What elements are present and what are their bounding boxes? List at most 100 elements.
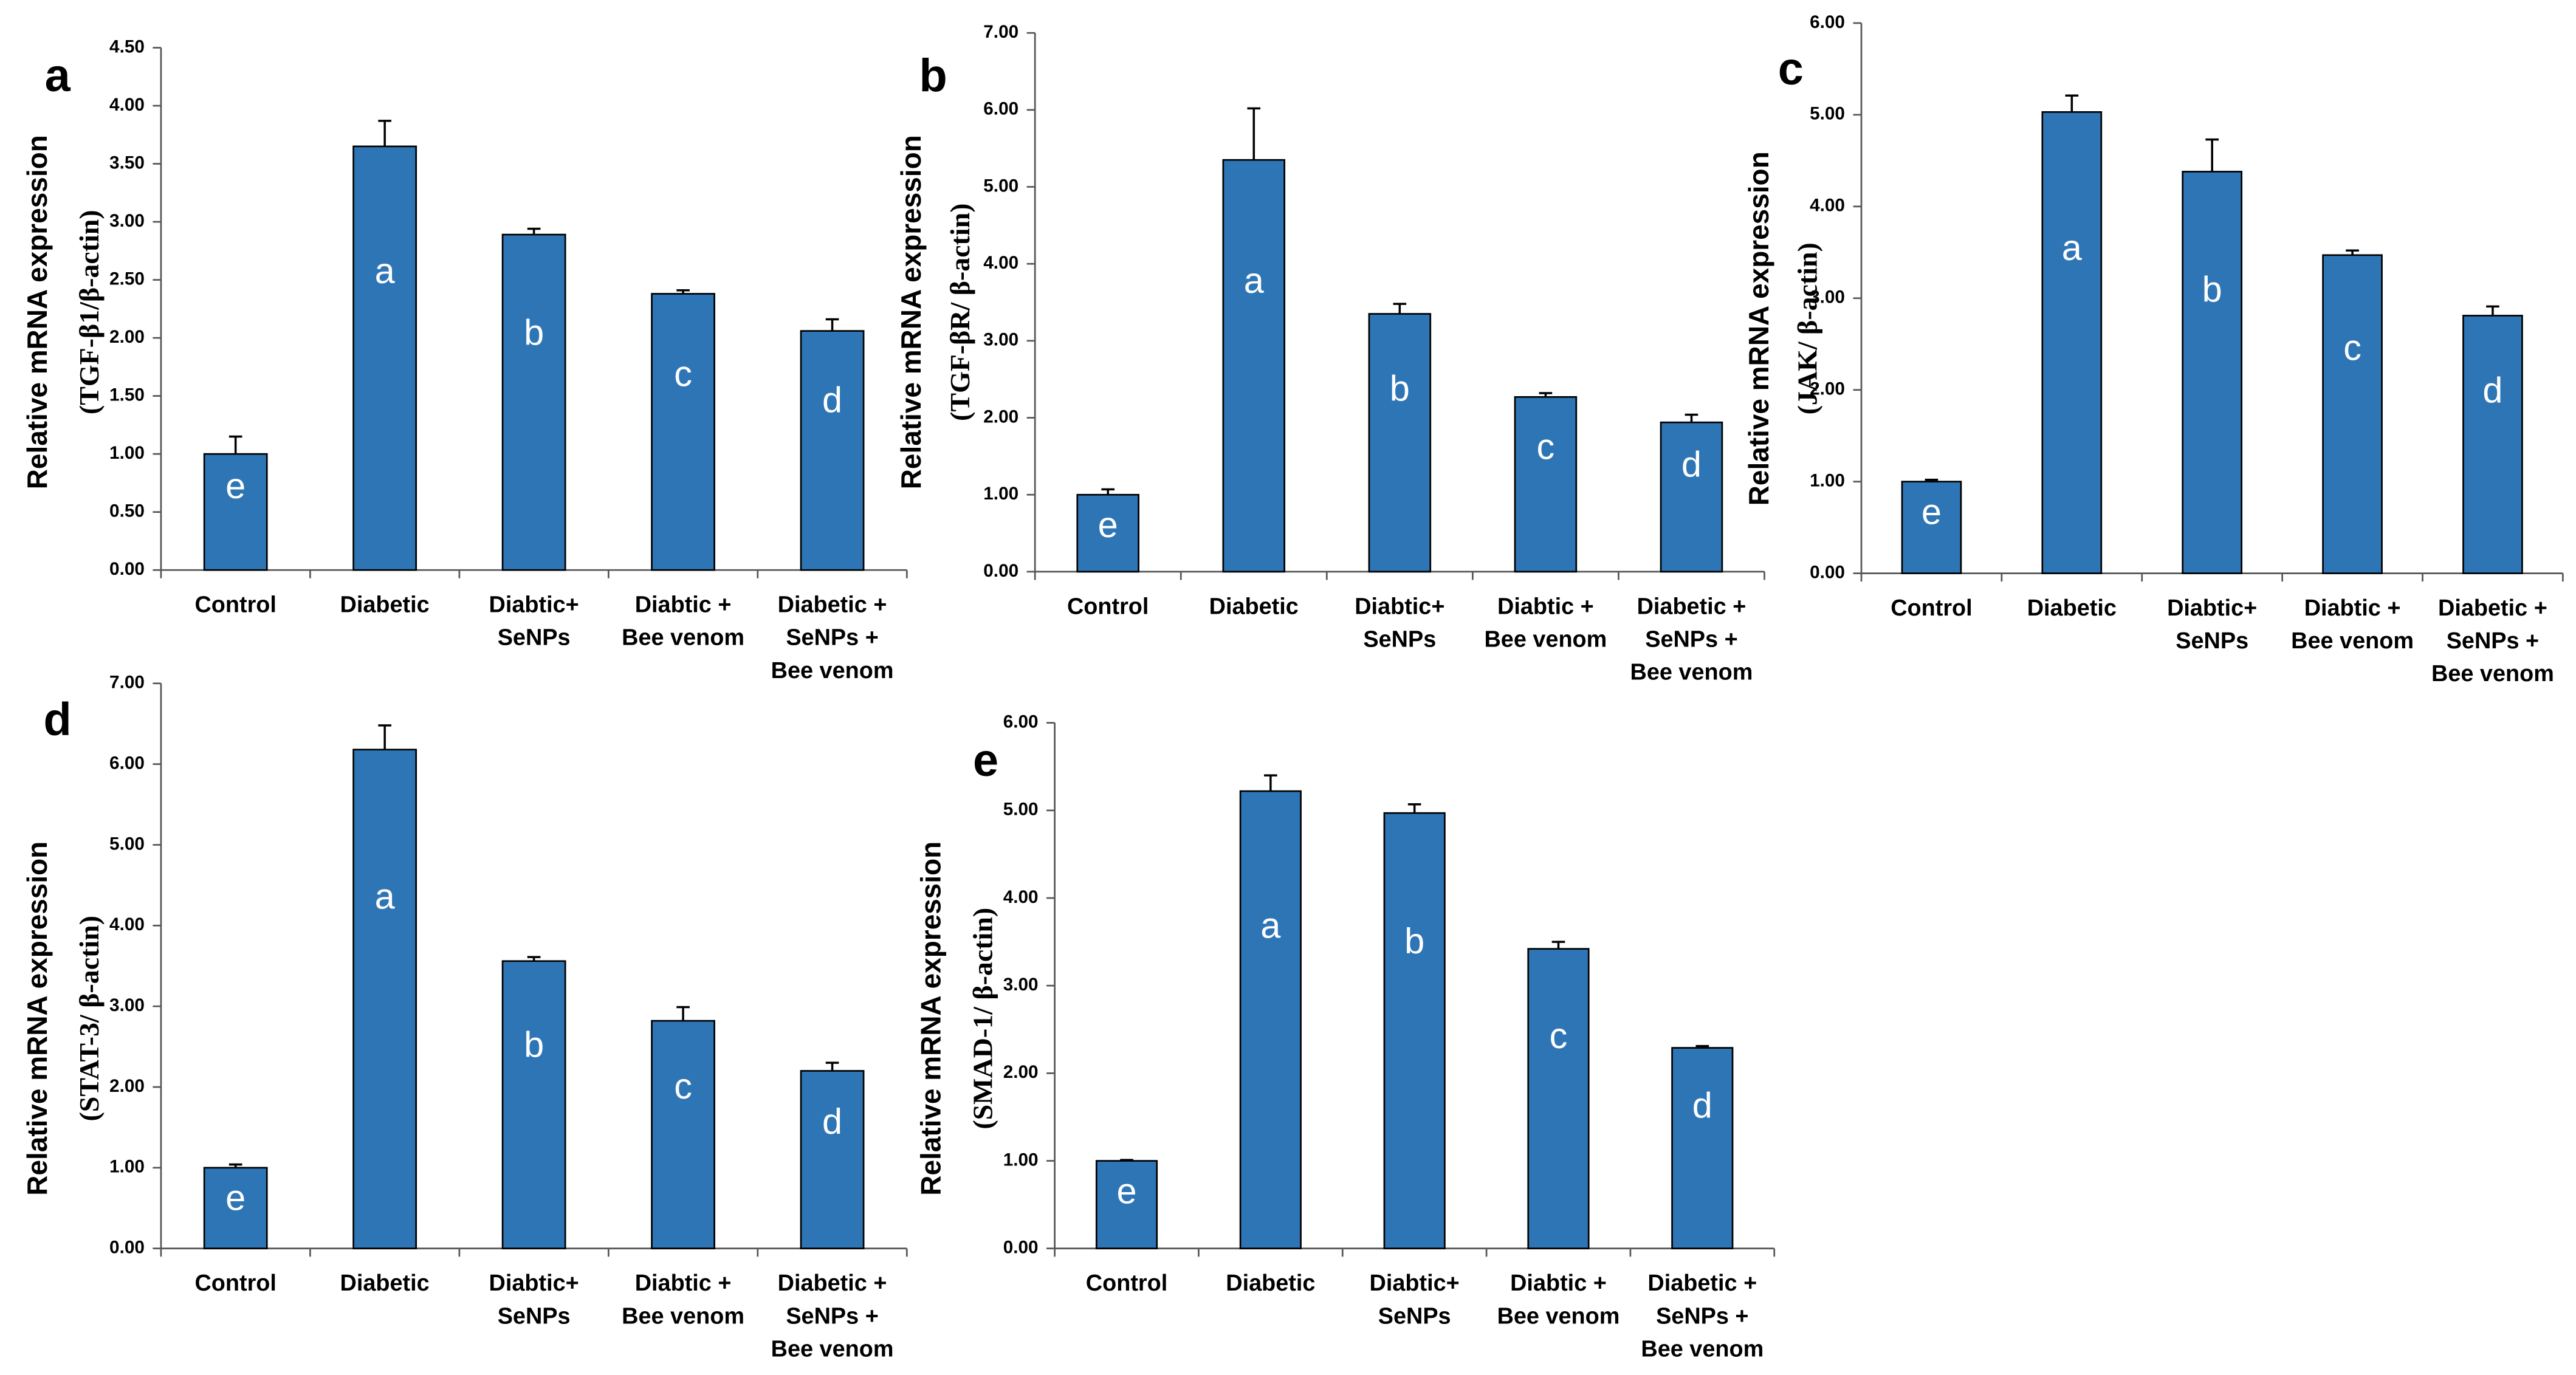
significance-letter: c <box>2343 327 2361 368</box>
bar <box>2041 111 2103 574</box>
y-axis-label: (TGF-β1/β-actin) <box>74 210 105 414</box>
x-tick-label: Diabetic <box>340 592 430 618</box>
x-tick-label: Diabtic + <box>1510 1270 1607 1296</box>
bar <box>1901 481 1962 574</box>
x-tick-label: Bee venom <box>1497 1303 1620 1329</box>
bar <box>2322 254 2383 574</box>
bar <box>1222 159 1286 573</box>
y-tick-label: 1.00 <box>109 443 145 463</box>
bar <box>352 145 417 571</box>
y-tick-label: 3.00 <box>109 211 145 231</box>
bar <box>800 1070 865 1250</box>
bar <box>203 453 268 571</box>
bar <box>1076 493 1139 573</box>
y-axis-label: Relative mRNA expression <box>21 135 53 489</box>
y-tick-label: 4.00 <box>983 253 1018 273</box>
x-tick-label: SeNPs <box>2176 628 2248 654</box>
significance-letter: d <box>2482 369 2502 410</box>
x-tick-label: Diabetic + <box>778 1270 887 1296</box>
x-tick-label: Diabetic <box>1209 594 1299 619</box>
y-tick-label: 2.50 <box>109 269 145 289</box>
x-tick-label: SeNPs <box>1378 1303 1451 1329</box>
significance-letter: c <box>1550 1015 1568 1056</box>
x-tick-label: Control <box>1891 595 1972 621</box>
x-tick-label: Diabtic+ <box>1370 1270 1460 1296</box>
bar <box>2182 171 2243 574</box>
x-tick-label: Diabtic+ <box>1355 594 1444 619</box>
significance-letter: d <box>1681 444 1702 485</box>
bar <box>352 749 417 1250</box>
bar <box>203 1167 268 1250</box>
bar <box>1527 948 1590 1250</box>
y-tick-label: 7.00 <box>983 22 1018 42</box>
y-tick-label: 5.00 <box>1810 104 1845 124</box>
y-tick-label: 0.00 <box>109 1238 145 1258</box>
y-tick-label: 5.00 <box>1003 800 1039 820</box>
y-tick-label: 1.00 <box>1003 1150 1039 1170</box>
x-tick-label: Diabtic + <box>2304 595 2401 621</box>
x-tick-label: Diabetic <box>340 1270 430 1296</box>
x-tick-label: Bee venom <box>771 658 894 684</box>
bar <box>501 960 566 1250</box>
x-tick-label: Diabetic <box>1226 1270 1315 1296</box>
y-tick-label: 1.00 <box>1810 471 1845 491</box>
x-tick-label: Control <box>1086 1270 1167 1296</box>
significance-letter: e <box>1098 504 1118 545</box>
bar <box>1095 1160 1158 1250</box>
y-tick-label: 2.00 <box>109 1076 145 1096</box>
significance-letter: b <box>524 1024 544 1065</box>
y-tick-label: 4.00 <box>1003 887 1039 907</box>
y-tick-label: 1.50 <box>109 385 145 405</box>
y-tick-label: 4.00 <box>109 914 145 934</box>
y-tick-label: 6.00 <box>1810 12 1845 32</box>
x-tick-label: Diabtic+ <box>489 592 579 618</box>
x-tick-label: Diabetic + <box>778 592 887 618</box>
y-axis-label: Relative mRNA expression <box>1743 151 1774 506</box>
bar <box>2462 315 2523 574</box>
y-tick-label: 3.00 <box>1810 287 1845 307</box>
y-tick-label: 5.00 <box>109 834 145 854</box>
y-tick-label: 0.00 <box>1810 562 1845 582</box>
y-tick-label: 0.50 <box>109 501 145 521</box>
panel-label: e <box>973 735 998 786</box>
x-tick-label: Bee venom <box>1484 626 1607 652</box>
y-tick-label: 6.00 <box>1003 712 1039 732</box>
x-tick-label: Bee venom <box>622 625 744 651</box>
bar <box>800 330 865 571</box>
x-tick-label: Control <box>1067 594 1149 619</box>
y-tick-label: 2.00 <box>1003 1062 1039 1082</box>
x-tick-label: Bee venom <box>622 1303 744 1329</box>
y-tick-label: 3.50 <box>109 153 145 173</box>
y-tick-label: 3.00 <box>1003 975 1039 995</box>
x-tick-label: SeNPs <box>498 625 571 651</box>
x-tick-label: SeNPs <box>1363 626 1436 652</box>
x-tick-label: Diabtic + <box>635 592 732 618</box>
significance-letter: a <box>375 876 396 917</box>
x-tick-label: Control <box>194 592 276 618</box>
x-tick-label: SeNPs <box>498 1303 571 1329</box>
bar <box>1671 1047 1734 1250</box>
panel-label: d <box>44 694 72 746</box>
x-tick-label: Bee venom <box>1630 660 1753 685</box>
y-axis-label: Relative mRNA expression <box>21 842 53 1196</box>
x-tick-label: SeNPs + <box>786 1303 878 1329</box>
significance-letter: b <box>2202 269 2222 310</box>
panel-label: c <box>1778 43 1804 95</box>
x-tick-label: Control <box>194 1270 276 1296</box>
significance-letter: a <box>1260 905 1281 946</box>
y-tick-label: 2.00 <box>983 406 1018 427</box>
bar <box>1239 790 1302 1250</box>
y-tick-label: 5.00 <box>983 176 1018 196</box>
y-axis-label: Relative mRNA expression <box>915 842 947 1196</box>
y-axis-label: (JAK/ β-actin) <box>1792 242 1823 414</box>
y-tick-label: 0.00 <box>109 559 145 579</box>
significance-letter: e <box>225 465 246 506</box>
x-tick-label: SeNPs + <box>1656 1303 1748 1329</box>
y-tick-label: 2.00 <box>109 327 145 347</box>
bar <box>1368 313 1432 573</box>
significance-letter: c <box>674 354 692 394</box>
panel-label: b <box>919 50 947 101</box>
y-tick-label: 1.00 <box>983 484 1018 504</box>
bar <box>1514 396 1578 573</box>
